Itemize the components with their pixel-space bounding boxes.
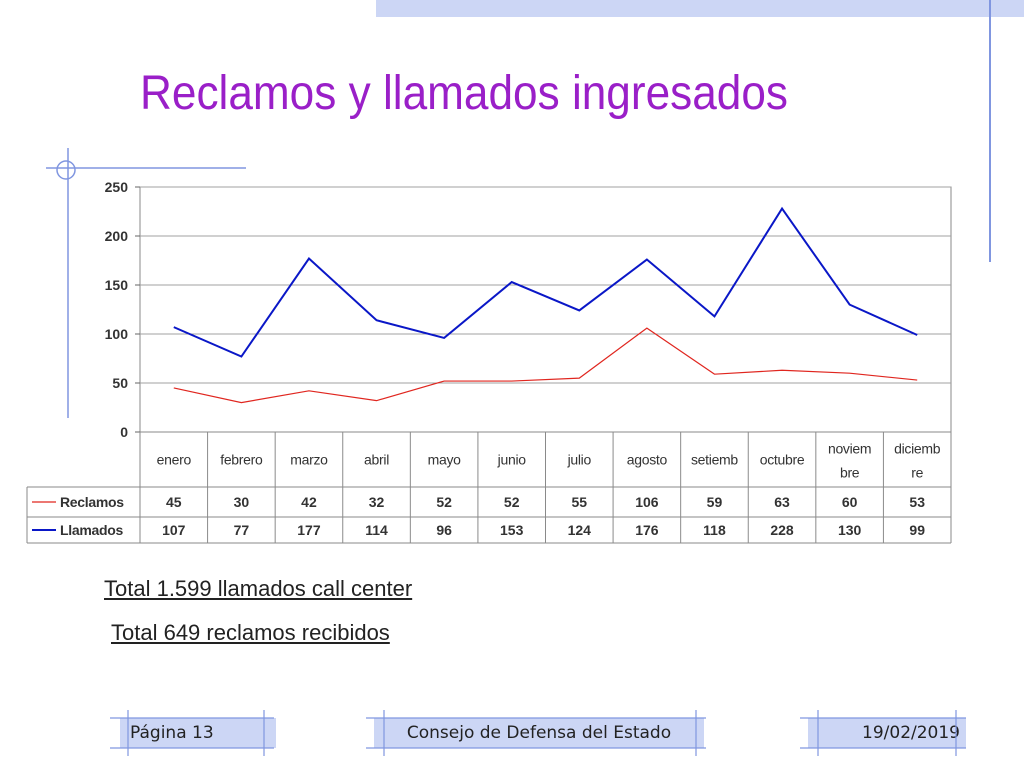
data-value-reclamos: 42	[301, 494, 317, 510]
data-value-llamados: 124	[568, 522, 592, 538]
total-reclamos-link[interactable]: Total 649 reclamos recibidos	[111, 620, 390, 645]
y-tick-label: 200	[105, 228, 129, 244]
data-value-reclamos: 63	[774, 494, 790, 510]
data-value-llamados: 228	[770, 522, 794, 538]
data-value-llamados: 118	[703, 522, 726, 538]
category-label: mayo	[428, 452, 462, 468]
total-llamados-link[interactable]: Total 1.599 llamados call center	[104, 576, 413, 601]
data-value-reclamos: 52	[504, 494, 520, 510]
category-label: julio	[567, 452, 592, 468]
footer-org-text: Consejo de Defensa del Estado	[406, 723, 672, 743]
data-value-llamados: 99	[909, 522, 925, 538]
category-label: junio	[497, 452, 527, 468]
data-value-reclamos: 32	[369, 494, 385, 510]
category-label: diciemb re	[894, 441, 941, 481]
y-tick-label: 50	[112, 375, 128, 391]
data-value-llamados: 77	[234, 522, 250, 538]
legend-label-reclamos: Reclamos	[60, 494, 124, 510]
data-value-llamados: 107	[162, 522, 186, 538]
footer-page-number: Página 13	[120, 718, 276, 748]
data-value-llamados: 176	[635, 522, 659, 538]
category-label: abril	[364, 452, 389, 468]
plot-area	[139, 186, 952, 433]
y-tick-label: 250	[105, 179, 129, 195]
top-decorative-bar	[376, 0, 1024, 17]
data-value-llamados: 96	[436, 522, 452, 538]
data-value-reclamos: 60	[842, 494, 858, 510]
data-value-reclamos: 53	[909, 494, 925, 510]
y-tick-label: 100	[105, 326, 129, 342]
page-title: Reclamos y llamados ingresados	[140, 67, 788, 120]
category-label: noviem bre	[828, 441, 871, 481]
data-value-reclamos: 106	[635, 494, 659, 510]
category-label: setiemb	[691, 452, 738, 468]
y-tick-label: 0	[120, 424, 128, 440]
series-line-reclamos	[173, 327, 918, 404]
data-value-reclamos: 55	[572, 494, 588, 510]
category-label: marzo	[290, 452, 328, 468]
data-value-llamados: 177	[297, 522, 321, 538]
footer-page-text: Página 13	[130, 723, 214, 743]
footer-organization: Consejo de Defensa del Estado	[374, 718, 704, 748]
legend-label-llamados: Llamados	[60, 522, 123, 538]
series-line-llamados	[173, 206, 918, 358]
category-label: enero	[157, 452, 192, 468]
data-value-reclamos: 52	[436, 494, 452, 510]
category-label: agosto	[627, 452, 668, 468]
data-value-reclamos: 45	[166, 494, 182, 510]
data-value-llamados: 130	[838, 522, 862, 538]
data-value-llamados: 114	[365, 522, 388, 538]
footer-date: 19/02/2019	[808, 718, 966, 748]
category-label: febrero	[220, 452, 263, 468]
y-tick-label: 150	[105, 277, 129, 293]
category-label: octubre	[760, 452, 805, 468]
data-value-reclamos: 59	[707, 494, 723, 510]
data-value-reclamos: 30	[234, 494, 250, 510]
data-value-llamados: 153	[500, 522, 524, 538]
footer-date-text: 19/02/2019	[862, 723, 960, 743]
